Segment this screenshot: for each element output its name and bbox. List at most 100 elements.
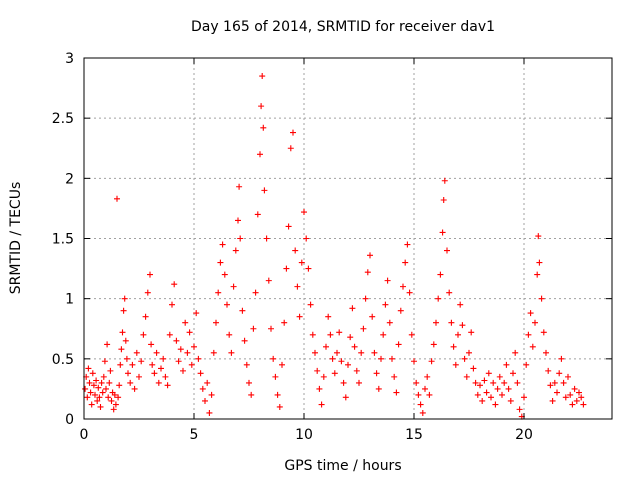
- data-point: [371, 349, 378, 356]
- data-point: [439, 229, 446, 236]
- data-point: [287, 145, 294, 152]
- data-point: [140, 331, 147, 338]
- data-point: [556, 370, 563, 377]
- data-point: [481, 377, 488, 384]
- data-point: [85, 365, 92, 372]
- data-point: [323, 343, 329, 350]
- data-point: [358, 349, 365, 356]
- data-point: [488, 394, 494, 401]
- data-point: [576, 389, 582, 396]
- data-point: [193, 310, 200, 317]
- data-point: [538, 295, 545, 302]
- data-point: [316, 385, 323, 392]
- data-point: [188, 361, 195, 368]
- data-point: [224, 301, 230, 308]
- data-point: [441, 177, 448, 184]
- data-point: [554, 389, 560, 396]
- data-point: [349, 305, 356, 312]
- data-point: [492, 401, 499, 408]
- data-point: [175, 358, 182, 365]
- x-tick-label: 10: [295, 427, 313, 443]
- data-point: [169, 301, 175, 308]
- data-point: [562, 394, 569, 401]
- data-point: [400, 283, 406, 290]
- data-point: [474, 391, 481, 398]
- data-point: [534, 271, 541, 278]
- data-point: [98, 379, 105, 386]
- data-point: [305, 265, 312, 272]
- data-point: [120, 307, 127, 314]
- data-point: [536, 259, 543, 266]
- data-point: [452, 361, 459, 368]
- data-point: [292, 247, 299, 254]
- data-point: [375, 385, 382, 392]
- data-point: [279, 361, 285, 368]
- data-point: [108, 397, 115, 404]
- y-tick-label: 1.5: [52, 232, 74, 248]
- data-point: [468, 329, 475, 336]
- x-tick-label: 20: [515, 427, 533, 443]
- data-point: [393, 389, 400, 396]
- data-point: [166, 331, 173, 338]
- data-point: [182, 319, 189, 326]
- data-point: [367, 252, 373, 259]
- data-point: [397, 307, 404, 314]
- y-tick-label: 0.5: [52, 352, 74, 368]
- data-point: [479, 397, 486, 404]
- data-point: [512, 349, 519, 356]
- data-point: [92, 391, 98, 398]
- data-point: [309, 331, 316, 338]
- y-tick-label: 1: [65, 292, 74, 308]
- data-point: [173, 337, 180, 344]
- data-point: [457, 301, 464, 308]
- data-point: [236, 183, 243, 190]
- data-point: [535, 233, 542, 240]
- data-point: [254, 211, 261, 218]
- data-point: [129, 361, 136, 368]
- data-point: [90, 382, 97, 389]
- axis-ticks: [83, 57, 612, 420]
- data-point: [228, 349, 235, 356]
- data-point: [516, 406, 523, 413]
- data-point: [147, 271, 153, 278]
- data-point: [263, 235, 270, 242]
- y-tick-labels: 0 0.5 1 1.5 2 2.5 3: [52, 51, 74, 428]
- data-point: [171, 281, 178, 288]
- data-point: [485, 370, 492, 377]
- data-point: [569, 401, 576, 408]
- data-point: [525, 331, 532, 338]
- data-point: [250, 325, 257, 332]
- data-point: [199, 385, 206, 392]
- data-point: [213, 319, 219, 326]
- data-point: [104, 341, 111, 348]
- data-point: [122, 337, 129, 344]
- data-point: [221, 271, 228, 278]
- data-point: [96, 394, 103, 401]
- data-point: [243, 361, 250, 368]
- data-point: [258, 103, 265, 110]
- y-axis-title: SRMTID / TECUs: [8, 182, 24, 295]
- data-point: [230, 283, 237, 290]
- data-point: [131, 385, 138, 392]
- data-point: [208, 391, 215, 398]
- data-point: [415, 391, 422, 398]
- data-point: [461, 355, 468, 362]
- data-point: [362, 295, 369, 302]
- data-point: [177, 346, 184, 353]
- data-point: [97, 403, 104, 410]
- data-point: [386, 319, 393, 326]
- data-point: [93, 377, 100, 384]
- data-point: [446, 289, 453, 296]
- data-point: [426, 391, 433, 398]
- data-point: [265, 277, 272, 284]
- data-point: [232, 247, 239, 254]
- data-point: [136, 373, 142, 380]
- data-point: [191, 343, 197, 350]
- data-point: [384, 277, 391, 284]
- data-point: [215, 289, 222, 296]
- data-point: [380, 331, 387, 338]
- data-point: [125, 370, 131, 377]
- data-point: [260, 124, 267, 131]
- data-point: [571, 385, 578, 392]
